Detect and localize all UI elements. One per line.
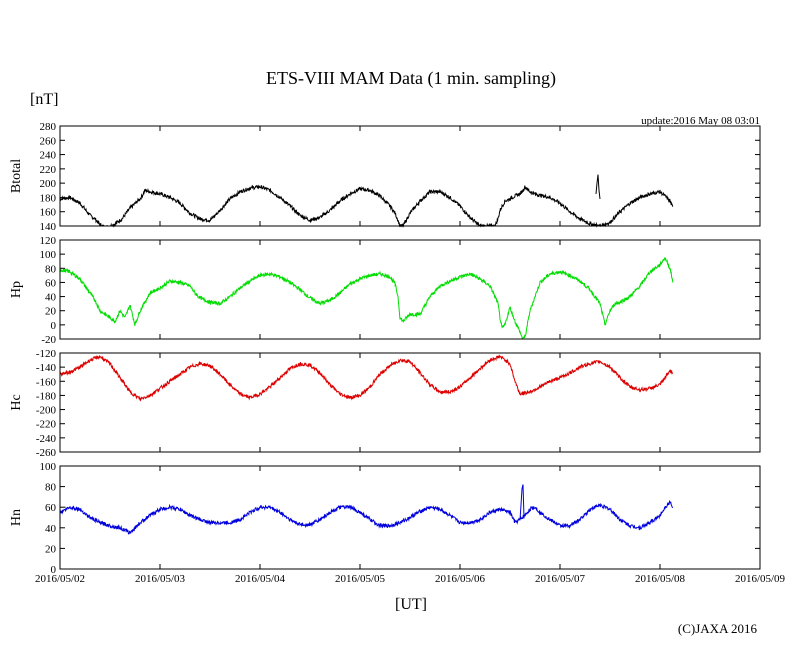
y-tick-label: 40 [45, 523, 57, 535]
panel-frame [59, 239, 761, 340]
y-tick-label: 0 [51, 320, 57, 332]
update-text: update:2016 May 08 03:01 [641, 115, 760, 127]
panel-hc: -260 -240 -220 -200 -180 -160 -140 -120 Hc [9, 348, 761, 459]
y-tick-label: -20 [41, 334, 56, 346]
panel-frame [59, 352, 761, 453]
y-tick-label: 100 [40, 461, 57, 473]
y-tick-label: 20 [45, 306, 57, 318]
x-tick-label: 2016/05/07 [535, 573, 586, 585]
x-axis-label: [UT] [395, 596, 427, 613]
panel-hn: 0 20 40 60 80 100 Hn [9, 461, 761, 576]
series-line [59, 499, 674, 535]
y-tick-label: 80 [45, 482, 57, 494]
series-spike [595, 174, 601, 199]
series-spike [519, 484, 525, 520]
y-tick-label: -180 [36, 390, 57, 402]
y-tick-label: 100 [40, 249, 57, 261]
y-tick-label: 20 [45, 543, 57, 555]
y-tick-label: -200 [36, 405, 57, 417]
y-axis-label: Hc [9, 394, 24, 410]
y-axis-label: Hp [9, 281, 24, 298]
y-tick-label: 0 [51, 564, 57, 576]
unit-label: [nT] [30, 91, 58, 108]
y-tick-label: 140 [40, 221, 57, 233]
y-tick-label: 200 [40, 178, 57, 190]
y-tick-label: -120 [36, 348, 57, 360]
y-tick-label: 280 [40, 121, 57, 133]
y-tick-label: 60 [45, 277, 57, 289]
y-tick-label: -140 [36, 362, 57, 374]
y-axis-label: Hn [9, 509, 24, 526]
y-tick-label: -240 [36, 433, 57, 445]
y-tick-label: -260 [36, 447, 57, 459]
y-axis-label: Btotal [9, 159, 24, 193]
panel-frame [59, 465, 761, 570]
y-tick-label: 60 [45, 502, 57, 514]
y-tick-label: 80 [45, 263, 57, 275]
x-tick-label: 2016/05/04 [235, 573, 286, 585]
x-tick-label: 2016/05/09 [735, 573, 786, 585]
y-tick-label: 160 [40, 207, 57, 219]
y-tick-label: 260 [40, 135, 57, 147]
y-tick-label: 180 [40, 192, 57, 204]
series-line [59, 354, 674, 402]
x-tick-label: 2016/05/02 [35, 573, 85, 585]
y-tick-label: 120 [40, 235, 57, 247]
x-axis-ticks: 2016/05/02 2016/05/03 2016/05/04 2016/05/05… [35, 573, 786, 585]
y-tick-label: -160 [36, 376, 57, 388]
y-tick-label: -220 [36, 419, 57, 431]
x-tick-label: 2016/05/03 [135, 573, 186, 585]
y-tick-label: 240 [40, 150, 57, 162]
y-tick-label: 40 [45, 292, 57, 304]
series-line [59, 256, 674, 339]
x-tick-label: 2016/05/05 [335, 573, 386, 585]
copyright-text: (C)JAXA 2016 [678, 621, 758, 636]
panel-hp: -20 0 20 40 60 80 100 120 Hp [9, 235, 761, 346]
chart-title: ETS-VIII MAM Data (1 min. sampling) [266, 68, 556, 89]
panel-btotal: 140 160 180 200 220 240 260 280 Btotal [9, 121, 761, 233]
x-tick-label: 2016/05/08 [635, 573, 686, 585]
series-line [59, 184, 674, 228]
x-tick-label: 2016/05/06 [435, 573, 486, 585]
y-tick-label: 220 [40, 164, 57, 176]
panel-frame [59, 125, 761, 227]
panels-group: 140160180200220240260280Btotal-200204060… [9, 121, 761, 576]
